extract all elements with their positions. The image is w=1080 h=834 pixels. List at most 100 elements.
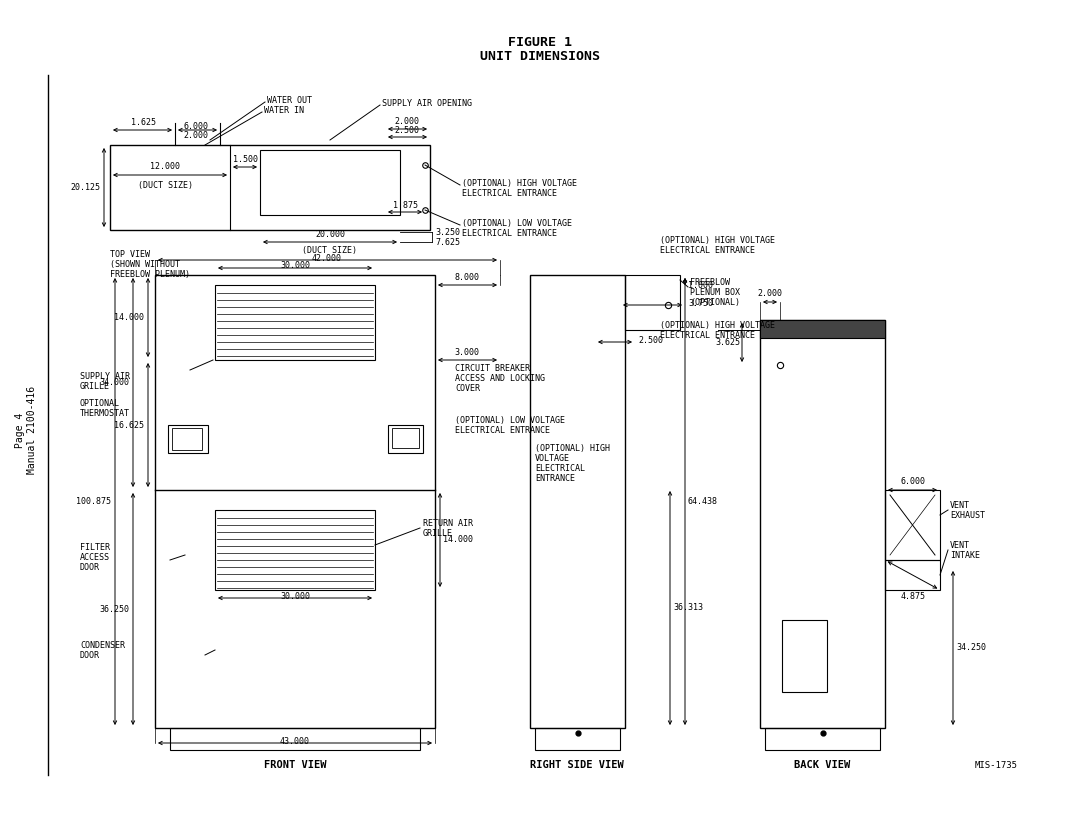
Text: 1.625: 1.625 bbox=[131, 118, 156, 127]
Text: VENT: VENT bbox=[950, 540, 970, 550]
Bar bbox=[535, 728, 620, 750]
Text: SUPPLY AIR: SUPPLY AIR bbox=[80, 371, 130, 380]
Text: UNIT DIMENSIONS: UNIT DIMENSIONS bbox=[480, 49, 600, 63]
Text: 34.250: 34.250 bbox=[956, 644, 986, 652]
Text: FIGURE 1: FIGURE 1 bbox=[508, 36, 572, 48]
Text: 1.000: 1.000 bbox=[688, 280, 713, 289]
Text: FILTER: FILTER bbox=[80, 544, 110, 552]
Text: 16.625: 16.625 bbox=[114, 420, 144, 430]
Text: VENT: VENT bbox=[950, 500, 970, 510]
Bar bbox=[392, 428, 419, 448]
Text: 42.000: 42.000 bbox=[312, 254, 342, 263]
Bar bbox=[260, 150, 400, 215]
Text: 30.000: 30.000 bbox=[280, 261, 310, 270]
Bar bbox=[110, 145, 430, 230]
Text: 36.250: 36.250 bbox=[99, 605, 129, 614]
Bar bbox=[170, 728, 420, 750]
Text: FREEBLOW PLENUM): FREEBLOW PLENUM) bbox=[110, 270, 190, 279]
Text: 3.750: 3.750 bbox=[688, 299, 713, 308]
Text: RETURN AIR: RETURN AIR bbox=[423, 520, 473, 529]
Text: 12.000: 12.000 bbox=[150, 162, 180, 171]
Text: ELECTRICAL ENTRANCE: ELECTRICAL ENTRANCE bbox=[660, 330, 755, 339]
Bar bbox=[885, 560, 940, 590]
Text: DOOR: DOOR bbox=[80, 651, 100, 660]
Text: GRILLE: GRILLE bbox=[423, 530, 453, 539]
Text: 8.000: 8.000 bbox=[455, 273, 480, 282]
Text: FRONT VIEW: FRONT VIEW bbox=[264, 760, 326, 770]
Text: 43.000: 43.000 bbox=[280, 737, 310, 746]
Bar bbox=[530, 275, 625, 728]
Text: MIS-1735: MIS-1735 bbox=[975, 761, 1018, 770]
Bar bbox=[765, 728, 880, 750]
Text: ELECTRICAL ENTRANCE: ELECTRICAL ENTRANCE bbox=[660, 245, 755, 254]
Text: (OPTIONAL) LOW VOLTAGE: (OPTIONAL) LOW VOLTAGE bbox=[455, 415, 565, 425]
Text: SUPPLY AIR OPENING: SUPPLY AIR OPENING bbox=[382, 98, 472, 108]
Text: 14.000: 14.000 bbox=[114, 313, 144, 321]
Text: ACCESS: ACCESS bbox=[80, 554, 110, 562]
Text: ENTRANCE: ENTRANCE bbox=[535, 474, 575, 483]
Text: 2.000: 2.000 bbox=[184, 131, 208, 140]
Text: 30.000: 30.000 bbox=[280, 592, 310, 601]
Text: VOLTAGE: VOLTAGE bbox=[535, 454, 570, 463]
Text: (OPTIONAL) HIGH: (OPTIONAL) HIGH bbox=[535, 444, 610, 453]
Text: BACK VIEW: BACK VIEW bbox=[794, 760, 850, 770]
Text: ACCESS AND LOCKING: ACCESS AND LOCKING bbox=[455, 374, 545, 383]
Bar bbox=[625, 275, 680, 330]
Text: (OPTIONAL) LOW VOLTAGE: (OPTIONAL) LOW VOLTAGE bbox=[462, 219, 572, 228]
Text: 100.875: 100.875 bbox=[76, 496, 111, 505]
Text: 2.500: 2.500 bbox=[394, 126, 419, 135]
Text: WATER OUT: WATER OUT bbox=[267, 96, 312, 104]
Text: 1.875: 1.875 bbox=[392, 201, 418, 210]
Text: 64.438: 64.438 bbox=[688, 496, 718, 505]
Text: COVER: COVER bbox=[455, 384, 480, 393]
Text: INTAKE: INTAKE bbox=[950, 550, 980, 560]
Bar bbox=[215, 285, 375, 360]
Text: 7.625: 7.625 bbox=[435, 238, 460, 247]
Text: EXHAUST: EXHAUST bbox=[950, 510, 985, 520]
Text: CONDENSER: CONDENSER bbox=[80, 641, 125, 650]
Text: (OPTIONAL) HIGH VOLTAGE: (OPTIONAL) HIGH VOLTAGE bbox=[462, 178, 577, 188]
Text: 3.625: 3.625 bbox=[715, 338, 740, 346]
Text: 3.250: 3.250 bbox=[435, 228, 460, 237]
Text: ELECTRICAL ENTRANCE: ELECTRICAL ENTRANCE bbox=[462, 229, 557, 238]
Text: ELECTRICAL: ELECTRICAL bbox=[535, 464, 585, 473]
Text: RIGHT SIDE VIEW: RIGHT SIDE VIEW bbox=[530, 760, 624, 770]
Text: GRILLE: GRILLE bbox=[80, 381, 110, 390]
Bar bbox=[760, 320, 885, 728]
Text: (OPTIONAL): (OPTIONAL) bbox=[690, 298, 740, 307]
Text: Manual 2100-416: Manual 2100-416 bbox=[27, 386, 37, 474]
Text: ELECTRICAL ENTRANCE: ELECTRICAL ENTRANCE bbox=[455, 425, 550, 435]
Bar bbox=[388, 425, 423, 453]
Bar bbox=[885, 490, 940, 560]
Text: 14.000: 14.000 bbox=[443, 535, 473, 545]
Text: (DUCT SIZE): (DUCT SIZE) bbox=[137, 181, 192, 190]
Text: 6.000: 6.000 bbox=[901, 477, 926, 486]
Bar bbox=[156, 275, 435, 728]
Text: 34.000: 34.000 bbox=[99, 378, 129, 386]
Text: 6.000: 6.000 bbox=[184, 122, 208, 131]
Text: 36.313: 36.313 bbox=[673, 604, 703, 612]
Bar bbox=[168, 425, 208, 453]
Text: Page 4: Page 4 bbox=[15, 412, 25, 448]
Text: (SHOWN WITHOUT: (SHOWN WITHOUT bbox=[110, 260, 180, 269]
Text: CIRCUIT BREAKER: CIRCUIT BREAKER bbox=[455, 364, 530, 373]
Bar bbox=[172, 428, 202, 450]
Text: 2.000: 2.000 bbox=[394, 117, 419, 126]
Text: 2.500: 2.500 bbox=[638, 335, 663, 344]
Text: 3.000: 3.000 bbox=[455, 348, 480, 357]
Text: 20.000: 20.000 bbox=[315, 230, 345, 239]
Bar bbox=[760, 320, 885, 338]
Text: PLENUM BOX: PLENUM BOX bbox=[690, 288, 740, 297]
Text: TOP VIEW: TOP VIEW bbox=[110, 250, 150, 259]
Text: (DUCT SIZE): (DUCT SIZE) bbox=[302, 246, 357, 255]
Text: 2.000: 2.000 bbox=[757, 289, 783, 298]
Text: 4.875: 4.875 bbox=[901, 592, 926, 601]
Text: (OPTIONAL) HIGH VOLTAGE: (OPTIONAL) HIGH VOLTAGE bbox=[660, 235, 775, 244]
Text: WATER IN: WATER IN bbox=[264, 105, 303, 114]
Bar bbox=[782, 620, 827, 692]
Text: DOOR: DOOR bbox=[80, 564, 100, 572]
Text: OPTIONAL: OPTIONAL bbox=[80, 399, 120, 408]
Text: FREEBLOW: FREEBLOW bbox=[690, 278, 730, 287]
Bar bbox=[215, 510, 375, 590]
Text: 20.125: 20.125 bbox=[70, 183, 100, 192]
